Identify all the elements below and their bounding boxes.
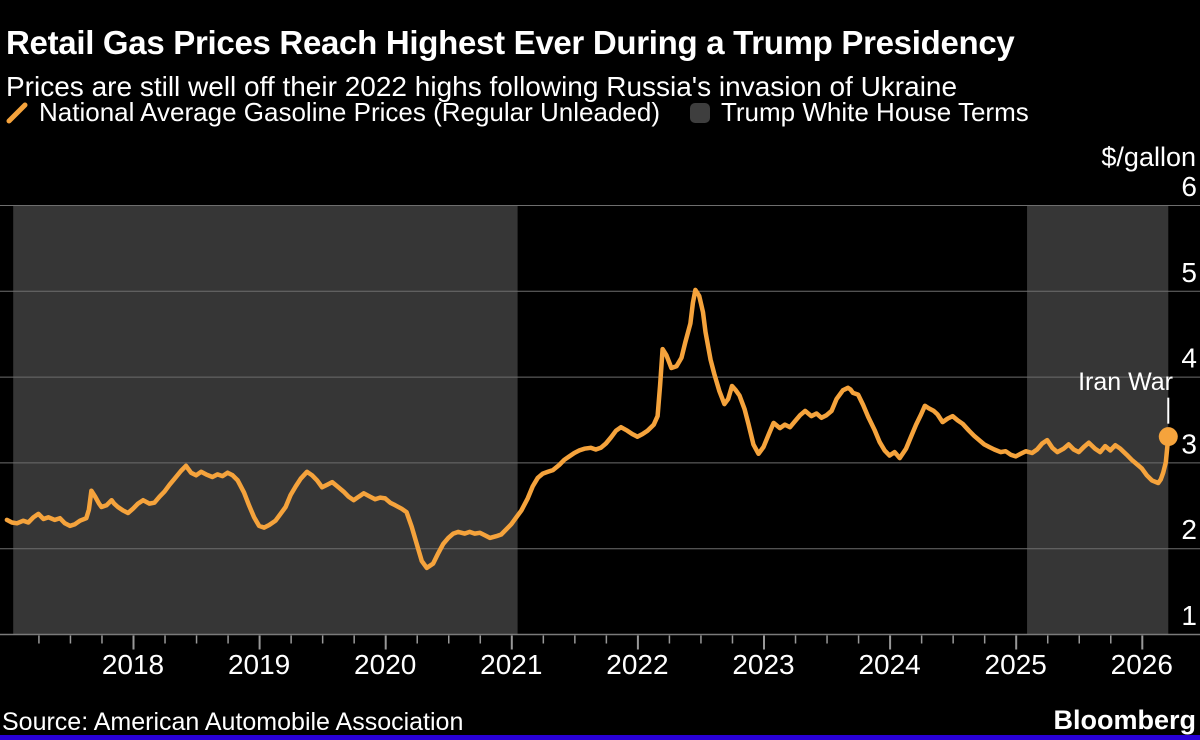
svg-text:2021: 2021 (480, 649, 542, 680)
end-point-dot (1158, 427, 1178, 447)
svg-text:4: 4 (1181, 343, 1197, 374)
gridlines (0, 205, 1200, 550)
annotation-iran-war: Iran War (1078, 368, 1173, 396)
legend-label-trump-terms: Trump White House Terms (720, 97, 1029, 127)
legend-label-gas-prices: National Average Gasoline Prices (Regula… (39, 97, 660, 127)
svg-text:2024: 2024 (858, 649, 920, 680)
chart-subtitle: Prices are still well off their 2022 hig… (6, 71, 958, 102)
source-note: Source: American Automobile Association (2, 708, 464, 736)
legend-item-trump-terms: Trump White House Terms (689, 97, 1029, 128)
x-axis (0, 633, 1200, 650)
svg-text:2018: 2018 (102, 649, 164, 680)
svg-text:5: 5 (1181, 257, 1197, 288)
svg-text:2020: 2020 (354, 649, 416, 680)
price-line (4, 287, 1171, 571)
x-tick-labels: 2018 2019 2020 2021 2022 2023 2024 2025 2026 (102, 649, 1173, 680)
legend: National Average Gasoline Prices (Regula… (6, 97, 1029, 128)
shaded-region-marker-icon (689, 102, 710, 123)
svg-text:6: 6 (1181, 171, 1197, 202)
legend-item-gas-prices: National Average Gasoline Prices (Regula… (6, 97, 660, 128)
svg-text:2025: 2025 (985, 649, 1047, 680)
bottom-accent-bar (0, 735, 1200, 740)
svg-text:3: 3 (1181, 428, 1197, 459)
svg-text:2023: 2023 (732, 649, 794, 680)
line-series-marker-icon (6, 102, 28, 123)
y-axis-unit-label: $/gallon (1101, 142, 1196, 172)
chart-title: Retail Gas Prices Reach Highest Ever Dur… (6, 24, 1015, 62)
svg-text:2026: 2026 (1111, 649, 1173, 680)
svg-text:1: 1 (1181, 600, 1197, 631)
svg-text:2022: 2022 (606, 649, 668, 680)
bloomberg-logo: Bloomberg (1053, 705, 1196, 735)
svg-text:2: 2 (1181, 514, 1197, 545)
svg-text:2019: 2019 (228, 649, 290, 680)
y-tick-labels: 1 2 3 4 5 6 (1181, 171, 1197, 631)
trump-term-shading (13, 205, 1169, 635)
